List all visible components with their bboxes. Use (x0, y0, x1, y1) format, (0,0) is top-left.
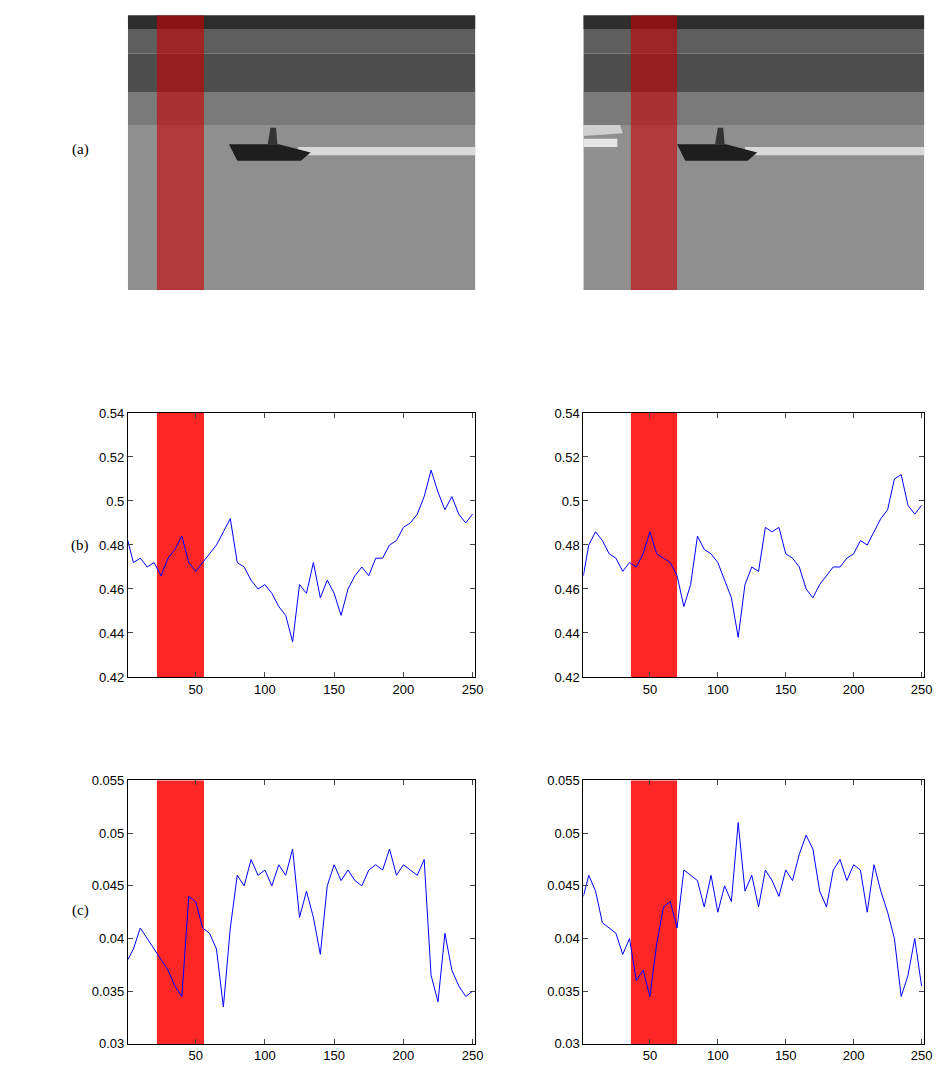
svg-text:0.52: 0.52 (554, 450, 579, 465)
svg-text:50: 50 (188, 1048, 202, 1063)
svg-text:(c): (c) (72, 902, 89, 919)
svg-text:150: 150 (323, 1048, 345, 1063)
svg-text:0.5: 0.5 (562, 494, 580, 509)
svg-text:0.05: 0.05 (554, 826, 579, 841)
svg-text:100: 100 (707, 1048, 729, 1063)
svg-text:100: 100 (254, 682, 276, 697)
svg-text:200: 200 (843, 682, 865, 697)
svg-text:0.54: 0.54 (554, 406, 579, 421)
svg-text:0.54: 0.54 (99, 406, 124, 421)
svg-text:200: 200 (393, 1048, 415, 1063)
svg-text:250: 250 (462, 682, 484, 697)
svg-text:100: 100 (254, 1048, 276, 1063)
svg-text:0.44: 0.44 (99, 626, 124, 641)
svg-text:0.48: 0.48 (554, 538, 579, 553)
svg-text:250: 250 (911, 1048, 933, 1063)
svg-text:0.05: 0.05 (99, 826, 124, 841)
svg-text:0.035: 0.035 (547, 984, 580, 999)
svg-text:0.04: 0.04 (554, 931, 579, 946)
svg-text:0.42: 0.42 (99, 670, 124, 685)
svg-text:50: 50 (188, 682, 202, 697)
svg-text:250: 250 (462, 1048, 484, 1063)
svg-text:200: 200 (843, 1048, 865, 1063)
svg-text:(a): (a) (72, 141, 89, 158)
svg-text:0.045: 0.045 (92, 878, 125, 893)
svg-text:250: 250 (911, 682, 933, 697)
svg-text:150: 150 (775, 682, 797, 697)
svg-text:0.03: 0.03 (99, 1036, 124, 1051)
svg-text:0.48: 0.48 (99, 538, 124, 553)
svg-text:50: 50 (643, 1048, 657, 1063)
svg-text:0.44: 0.44 (554, 626, 579, 641)
svg-text:0.055: 0.055 (547, 773, 580, 788)
svg-text:0.045: 0.045 (547, 878, 580, 893)
svg-text:0.035: 0.035 (92, 984, 125, 999)
svg-text:0.42: 0.42 (554, 670, 579, 685)
svg-text:(b): (b) (71, 537, 89, 554)
svg-text:0.52: 0.52 (99, 450, 124, 465)
svg-text:200: 200 (393, 682, 415, 697)
svg-text:50: 50 (643, 682, 657, 697)
svg-text:0.03: 0.03 (554, 1036, 579, 1051)
svg-text:0.5: 0.5 (106, 494, 124, 509)
svg-text:150: 150 (323, 682, 345, 697)
svg-text:100: 100 (707, 682, 729, 697)
svg-text:0.04: 0.04 (99, 931, 124, 946)
svg-text:0.46: 0.46 (554, 582, 579, 597)
svg-text:0.055: 0.055 (92, 773, 125, 788)
svg-text:150: 150 (775, 1048, 797, 1063)
svg-text:0.46: 0.46 (99, 582, 124, 597)
